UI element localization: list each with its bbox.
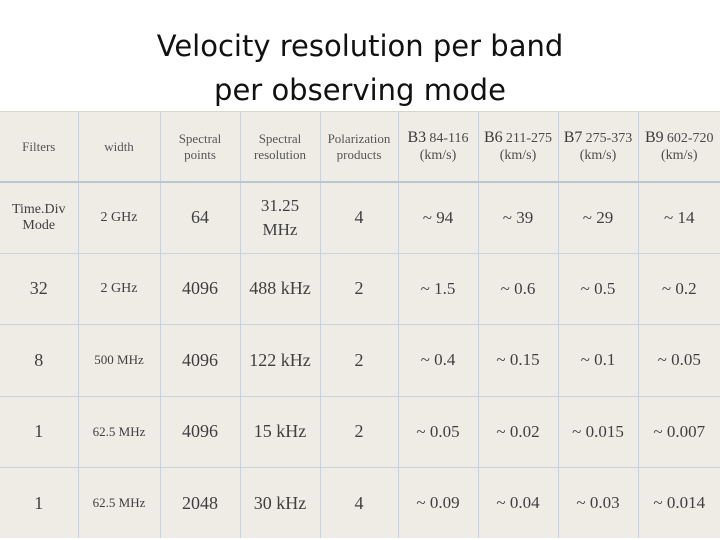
table-row: 8 500 MHz 4096 122 kHz 2 ~ 0.4 ~ 0.15 ~ …	[0, 324, 720, 397]
cell-polarization: 4	[320, 467, 399, 538]
cell-mode-line-1: Time.Div	[11, 201, 66, 217]
cell-b3: ~ 1.5	[398, 253, 479, 325]
header-b9-name: B9	[644, 128, 664, 146]
cell-b6: ~ 39	[478, 182, 559, 254]
cell-mode: 1	[0, 467, 79, 538]
slide-title: Velocity resolution per band per observi…	[0, 24, 720, 112]
header-b9-range: 602-720	[666, 130, 714, 146]
cell-mode: 8	[0, 324, 79, 397]
header-b7: B7 275-373 (km/s)	[558, 112, 639, 183]
header-spectral-points-line-2: points	[184, 146, 216, 162]
title-line-1: Velocity resolution per band	[156, 29, 564, 63]
cell-b9: ~ 14	[638, 182, 720, 254]
cell-b9: ~ 0.2	[638, 253, 720, 325]
cell-mode-line-2: Mode	[22, 217, 56, 233]
cell-points: 4096	[160, 324, 241, 397]
table-row: 1 62.5 MHz 2048 30 kHz 4 ~ 0.09 ~ 0.04 ~…	[0, 467, 720, 538]
cell-resolution: 122 kHz	[240, 324, 321, 397]
table-row: Time.Div Mode 2 GHz 64 31.25 MHz 4 ~ 94 …	[0, 182, 720, 254]
cell-mode: 32	[0, 253, 79, 325]
header-b3-range: 84-116	[429, 130, 469, 146]
cell-b7: ~ 0.03	[558, 467, 639, 538]
cell-b3: ~ 0.05	[398, 396, 479, 468]
header-b7-name: B7	[563, 128, 583, 146]
header-b6-name: B6	[483, 128, 503, 146]
cell-b9: ~ 0.05	[638, 324, 720, 397]
cell-resolution: 30 kHz	[240, 467, 321, 538]
header-b9-unit: (km/s)	[660, 147, 698, 163]
cell-b9: ~ 0.007	[638, 396, 720, 468]
cell-b3: ~ 0.09	[398, 467, 479, 538]
cell-b9: ~ 0.014	[638, 467, 720, 538]
cell-polarization: 2	[320, 253, 399, 325]
cell-resolution-line-2: MHz	[262, 219, 298, 239]
header-width: width	[78, 112, 161, 183]
resolution-table: Filters width Spectral points Spectral r…	[0, 112, 720, 538]
header-spectral-resolution-line-1: Spectral	[258, 130, 302, 146]
cell-width: 62.5 MHz	[78, 467, 161, 538]
cell-b6: ~ 0.04	[478, 467, 559, 538]
header-b3-unit: (km/s)	[419, 147, 457, 163]
cell-points: 4096	[160, 253, 241, 325]
header-b9: B9 602-720 (km/s)	[638, 112, 720, 183]
cell-mode: 1	[0, 396, 79, 468]
cell-b6: ~ 0.6	[478, 253, 559, 325]
cell-width: 2 GHz	[78, 253, 161, 325]
title-line-2: per observing mode	[214, 73, 506, 107]
cell-width: 2 GHz	[78, 182, 161, 254]
header-filters: Filters	[0, 112, 79, 183]
cell-polarization: 4	[320, 182, 399, 254]
cell-resolution: 31.25 MHz	[240, 182, 321, 254]
header-filters-label: Filters	[22, 138, 56, 154]
cell-width: 62.5 MHz	[78, 396, 161, 468]
header-spectral-points: Spectral points	[160, 112, 241, 183]
header-b3-name: B3	[407, 128, 427, 146]
table-row: 1 62.5 MHz 4096 15 kHz 2 ~ 0.05 ~ 0.02 ~…	[0, 396, 720, 468]
cell-points: 4096	[160, 396, 241, 468]
cell-polarization: 2	[320, 324, 399, 397]
cell-b6: ~ 0.02	[478, 396, 559, 468]
header-polarization-line-1: Polarization	[327, 130, 391, 146]
cell-width: 500 MHz	[78, 324, 161, 397]
cell-polarization: 2	[320, 396, 399, 468]
header-b6: B6 211-275 (km/s)	[478, 112, 559, 183]
cell-b3: ~ 0.4	[398, 324, 479, 397]
cell-b7: ~ 0.015	[558, 396, 639, 468]
header-spectral-resolution-line-2: resolution	[254, 146, 306, 162]
header-b7-range: 275-373	[585, 130, 633, 146]
cell-b6: ~ 0.15	[478, 324, 559, 397]
header-spectral-points-line-1: Spectral	[178, 130, 222, 146]
cell-resolution: 15 kHz	[240, 396, 321, 468]
header-width-label: width	[104, 138, 134, 154]
header-spectral-resolution: Spectral resolution	[240, 112, 321, 183]
header-b7-unit: (km/s)	[579, 147, 617, 163]
header-polarization-products: Polarization products	[320, 112, 399, 183]
header-polarization-line-2: products	[336, 146, 382, 162]
cell-b7: ~ 0.1	[558, 324, 639, 397]
cell-resolution-line-1: 31.25	[260, 195, 300, 215]
cell-b3: ~ 94	[398, 182, 479, 254]
cell-points: 2048	[160, 467, 241, 538]
cell-resolution: 488 kHz	[240, 253, 321, 325]
cell-b7: ~ 0.5	[558, 253, 639, 325]
table-row: 32 2 GHz 4096 488 kHz 2 ~ 1.5 ~ 0.6 ~ 0.…	[0, 253, 720, 325]
cell-points: 64	[160, 182, 241, 254]
header-row: Filters width Spectral points Spectral r…	[0, 112, 720, 183]
cell-mode: Time.Div Mode	[0, 182, 79, 254]
header-b6-range: 211-275	[505, 130, 553, 146]
header-b3: B3 84-116 (km/s)	[398, 112, 479, 183]
resolution-table-image: Filters width Spectral points Spectral r…	[0, 111, 720, 538]
header-b6-unit: (km/s)	[499, 147, 537, 163]
cell-b7: ~ 29	[558, 182, 639, 254]
